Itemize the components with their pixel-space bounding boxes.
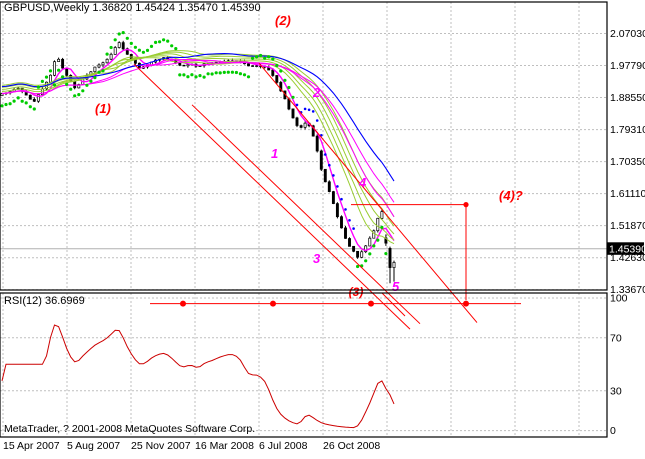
svg-text:4: 4 bbox=[358, 175, 367, 190]
svg-text:16 Mar 2008: 16 Mar 2008 bbox=[195, 440, 254, 452]
svg-text:1.70350: 1.70350 bbox=[610, 156, 645, 168]
svg-text:2.07030: 2.07030 bbox=[610, 28, 645, 40]
svg-text:6 Jul 2008: 6 Jul 2008 bbox=[259, 440, 308, 452]
svg-text:GBPUSD,Weekly 1.36820 1.45424: GBPUSD,Weekly 1.36820 1.45424 1.35470 1.… bbox=[4, 2, 261, 14]
svg-text:1.88550: 1.88550 bbox=[610, 92, 645, 104]
svg-text:26 Oct 2008: 26 Oct 2008 bbox=[323, 440, 380, 452]
svg-text:MetaTrader, ? 2001-2008 MetaQu: MetaTrader, ? 2001-2008 MetaQuotes Softw… bbox=[4, 423, 255, 435]
svg-text:100: 100 bbox=[610, 293, 628, 305]
svg-text:1: 1 bbox=[271, 146, 278, 161]
svg-text:5: 5 bbox=[392, 279, 400, 294]
svg-text:70: 70 bbox=[610, 332, 622, 344]
svg-text:30: 30 bbox=[610, 385, 622, 397]
svg-text:(1): (1) bbox=[95, 101, 111, 116]
svg-text:5 Aug 2007: 5 Aug 2007 bbox=[67, 440, 120, 452]
svg-text:(4)?: (4)? bbox=[499, 188, 523, 203]
svg-text:1.97790: 1.97790 bbox=[610, 60, 645, 72]
svg-text:2: 2 bbox=[312, 85, 321, 100]
svg-text:0: 0 bbox=[610, 425, 616, 437]
svg-text:1.51870: 1.51870 bbox=[610, 220, 645, 232]
svg-text:1.45390: 1.45390 bbox=[609, 244, 645, 256]
svg-text:RSI(12) 36.6969: RSI(12) 36.6969 bbox=[4, 295, 85, 307]
svg-text:(2): (2) bbox=[275, 13, 291, 28]
svg-text:(3): (3) bbox=[349, 285, 364, 299]
svg-text:1.61110: 1.61110 bbox=[610, 188, 645, 200]
svg-text:1.79310: 1.79310 bbox=[610, 124, 645, 136]
svg-text:15 Apr 2007: 15 Apr 2007 bbox=[3, 440, 60, 452]
svg-text:3: 3 bbox=[313, 251, 321, 266]
svg-text:25 Nov 2007: 25 Nov 2007 bbox=[131, 440, 191, 452]
